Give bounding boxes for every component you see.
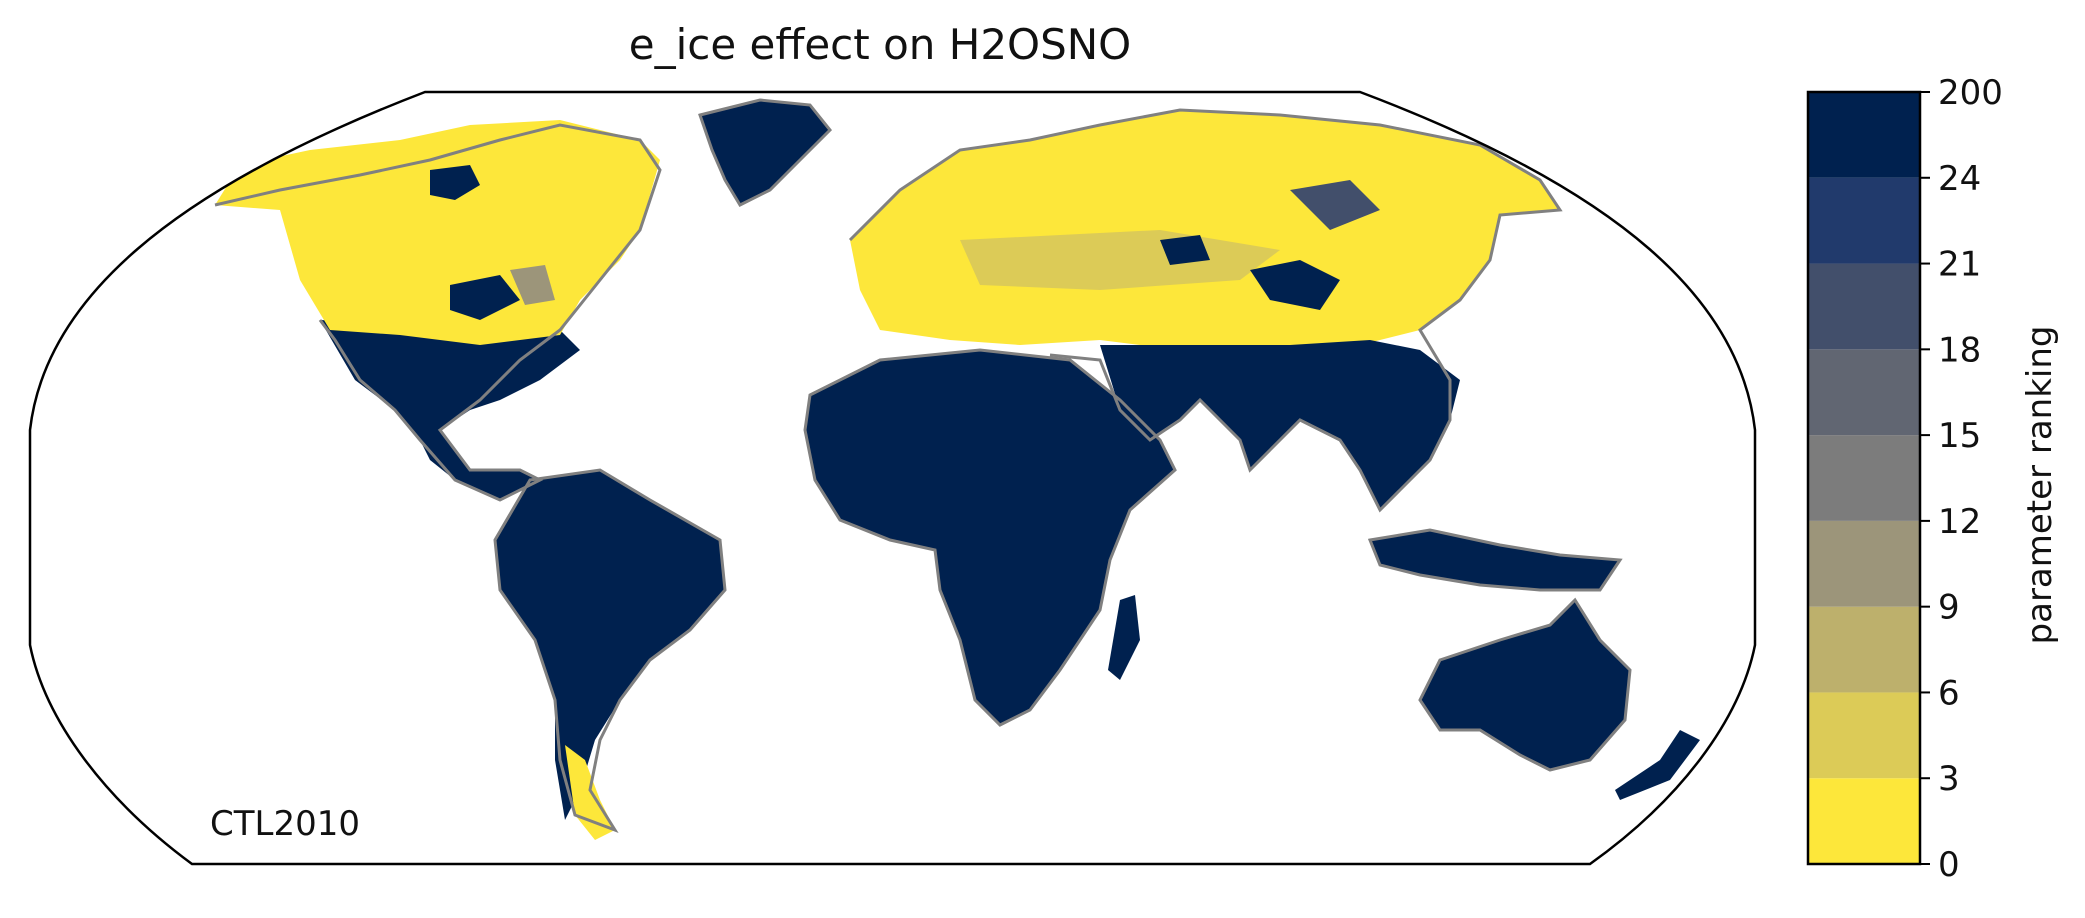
colorbar-tick-label: 21	[1938, 245, 1981, 285]
greenland	[700, 100, 830, 205]
siberia-dark-2	[1290, 180, 1380, 230]
colorbar-segment	[1808, 435, 1920, 521]
coastline-north-america	[214, 123, 662, 502]
new-zealand	[1615, 730, 1700, 800]
map-title: e_ice effect on H2OSNO	[628, 20, 1132, 69]
colorbar-tick-label: 24	[1938, 159, 1981, 199]
colorbar-segment	[1808, 520, 1920, 607]
colorbar-tick-label: 9	[1938, 588, 1960, 628]
coastline-eurasia	[848, 108, 1563, 513]
africa	[805, 350, 1175, 725]
colorbar-tick-label: 0	[1938, 845, 1960, 885]
australia	[1420, 600, 1630, 770]
indonesia	[1370, 530, 1620, 590]
colorbar-label: parameter ranking	[2020, 325, 2060, 645]
colorbar-tick-label: 15	[1938, 416, 1981, 456]
colorbar-segment	[1808, 263, 1920, 350]
canada-block-2	[510, 265, 555, 305]
coastline-indonesia	[1367, 528, 1623, 592]
colorbar-tick-label: 200	[1938, 73, 2003, 113]
colorbar-tick-label: 6	[1938, 673, 1960, 713]
colorbar-segment	[1808, 92, 1920, 178]
madagascar	[1108, 595, 1140, 680]
colorbar-segment	[1808, 778, 1920, 864]
alaska-block	[430, 165, 480, 200]
colorbar-frame	[1806, 90, 1922, 866]
coastline-australia	[1418, 597, 1632, 772]
asia-south	[1100, 340, 1460, 510]
coastline-south-america	[493, 468, 727, 833]
panel-label: CTL2010	[210, 804, 360, 844]
canada-block	[450, 275, 520, 320]
coastline-africa	[803, 348, 1177, 727]
colorbar-segment	[1808, 349, 1920, 436]
colorbar-segment	[1808, 606, 1920, 693]
colorbar-tick-label: 18	[1938, 330, 1981, 370]
colorbar-tick-label: 3	[1938, 759, 1960, 799]
colorbar-segment	[1808, 692, 1920, 779]
coastline-greenland	[698, 98, 833, 207]
eurasia-north	[850, 110, 1560, 350]
siberia-dark-1	[1250, 260, 1340, 310]
map-boundary	[28, 90, 1757, 866]
colorbar-tick-label: 12	[1938, 502, 1981, 542]
colorbar-segment	[1808, 177, 1920, 264]
south-america	[495, 470, 725, 820]
siberia-dark-3	[1160, 235, 1210, 265]
